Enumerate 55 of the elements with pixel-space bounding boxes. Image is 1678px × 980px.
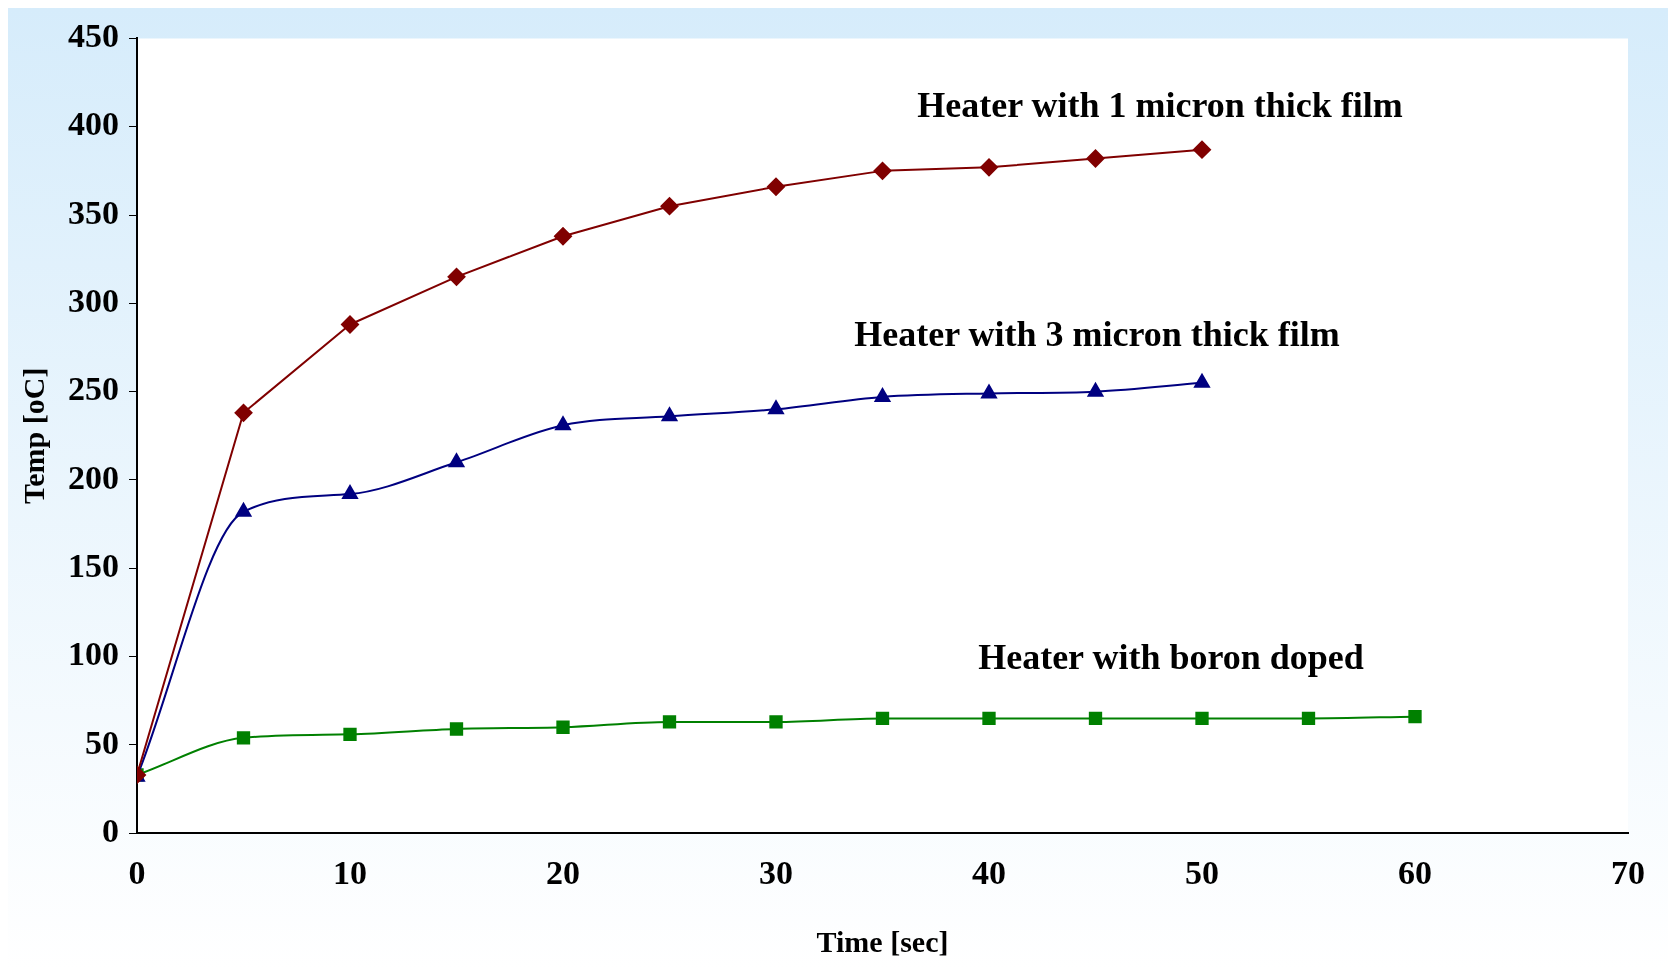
point <box>662 715 677 729</box>
point <box>448 453 465 468</box>
x-tick-label: 50 <box>1185 854 1219 892</box>
x-tick-label: 0 <box>128 854 146 892</box>
point <box>1088 711 1103 726</box>
point <box>875 711 890 726</box>
point <box>236 731 251 745</box>
point <box>874 387 891 402</box>
point <box>1087 382 1104 397</box>
y-tick-label: 50 <box>85 723 119 761</box>
x-tick-label: 10 <box>333 854 367 892</box>
y-tick-label: 250 <box>68 370 119 408</box>
point <box>873 161 892 180</box>
point <box>235 502 252 517</box>
y-tick-label: 350 <box>68 193 119 231</box>
point <box>769 715 783 729</box>
y-tick-label: 100 <box>68 635 119 673</box>
point <box>1086 149 1105 168</box>
point <box>343 727 357 741</box>
point <box>660 197 679 216</box>
point <box>1194 373 1210 388</box>
y-tick-label: 200 <box>68 458 119 496</box>
point <box>342 485 358 500</box>
point <box>556 720 570 734</box>
x-axis-title: Time [sec] <box>816 924 949 958</box>
point <box>1193 140 1211 159</box>
y-tick-label: 450 <box>68 17 119 55</box>
y-tick-label: 300 <box>68 282 119 320</box>
point <box>1195 711 1209 726</box>
point <box>449 722 464 736</box>
point <box>554 227 572 246</box>
x-tick-label: 60 <box>1398 854 1432 892</box>
point <box>341 315 359 334</box>
point <box>447 267 466 286</box>
y-tick-label: 400 <box>68 105 119 143</box>
point <box>982 711 996 726</box>
point <box>980 158 998 177</box>
series-label: Heater with 3 micron thick film <box>854 314 1340 355</box>
point <box>661 407 678 422</box>
x-tick-label: 30 <box>759 854 793 892</box>
series-label: Heater with 1 micron thick film <box>917 84 1403 125</box>
point <box>1408 709 1422 724</box>
point <box>981 384 997 399</box>
point <box>767 177 785 196</box>
y-tick-label: 150 <box>68 547 119 585</box>
point <box>234 403 253 422</box>
x-tick-label: 20 <box>546 854 580 892</box>
series-label: Heater with boron doped <box>978 636 1364 677</box>
y-tick-label: 0 <box>102 811 119 849</box>
x-tick-label: 70 <box>1611 854 1645 892</box>
point <box>768 400 784 415</box>
y-axis-title: Temp [oC] <box>16 367 50 504</box>
point <box>1301 711 1316 726</box>
point <box>555 416 571 431</box>
x-tick-label: 40 <box>972 854 1006 892</box>
